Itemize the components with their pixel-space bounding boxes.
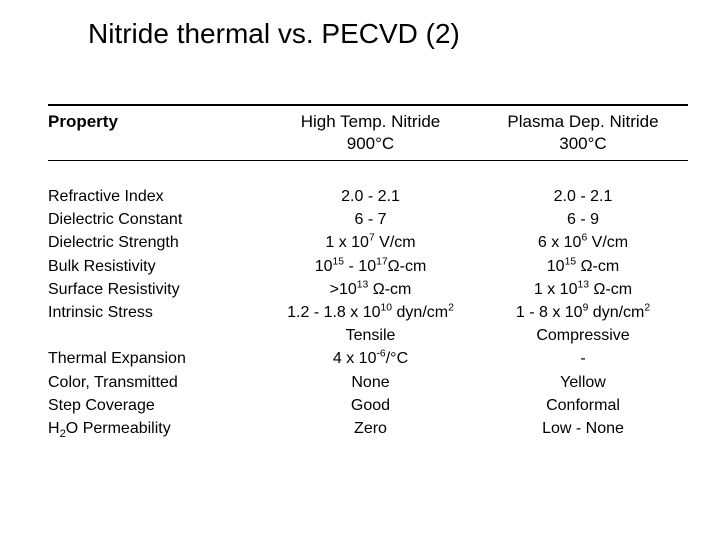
value-cell-a: 6 - 7 bbox=[263, 208, 478, 231]
header-col-a-line1: High Temp. Nitride bbox=[263, 112, 478, 132]
table-row: Intrinsic Stress1.2 - 1.8 x 1010 dyn/cm2… bbox=[48, 301, 688, 324]
value-cell-b: 1015 Ω-cm bbox=[478, 255, 688, 278]
value-cell-a: 4 x 10-6/°C bbox=[263, 347, 478, 370]
property-cell: Bulk Resistivity bbox=[48, 255, 263, 278]
rule-top bbox=[48, 104, 688, 106]
property-cell: Refractive Index bbox=[48, 185, 263, 208]
table-body-section-1: Refractive Index2.0 - 2.12.0 - 2.1Dielec… bbox=[48, 185, 688, 324]
table-row: Step CoverageGoodConformal bbox=[48, 394, 688, 417]
stress-type-b: Compressive bbox=[478, 324, 688, 347]
value-cell-b: 2.0 - 2.1 bbox=[478, 185, 688, 208]
header-property-label: Property bbox=[48, 112, 263, 132]
table-header-subrow: 900°C 300°C bbox=[48, 134, 688, 158]
table-row: Refractive Index2.0 - 2.12.0 - 2.1 bbox=[48, 185, 688, 208]
value-cell-a: Good bbox=[263, 394, 478, 417]
property-cell: H2O Permeability bbox=[48, 417, 263, 440]
header-col-a-line2: 900°C bbox=[263, 134, 478, 154]
stress-type-row: Tensile Compressive bbox=[48, 324, 688, 347]
value-cell-b: Low - None bbox=[478, 417, 688, 440]
table-row: Surface Resistivity>1013 Ω-cm1 x 1013 Ω-… bbox=[48, 278, 688, 301]
property-cell: Thermal Expansion bbox=[48, 347, 263, 370]
value-cell-a: Zero bbox=[263, 417, 478, 440]
table-row: Dielectric Constant6 - 76 - 9 bbox=[48, 208, 688, 231]
value-cell-a: 2.0 - 2.1 bbox=[263, 185, 478, 208]
value-cell-b: 1 - 8 x 109 dyn/cm2 bbox=[478, 301, 688, 324]
table-body-section-2: Thermal Expansion4 x 10-6/°C-Color, Tran… bbox=[48, 347, 688, 440]
table-row: H2O PermeabilityZeroLow - None bbox=[48, 417, 688, 440]
property-cell: Surface Resistivity bbox=[48, 278, 263, 301]
value-cell-a: None bbox=[263, 371, 478, 394]
property-cell: Dielectric Strength bbox=[48, 231, 263, 254]
value-cell-a: 1015 - 1017Ω-cm bbox=[263, 255, 478, 278]
rule-mid bbox=[48, 160, 688, 161]
value-cell-b: 6 x 106 V/cm bbox=[478, 231, 688, 254]
header-col-b-line2: 300°C bbox=[478, 134, 688, 154]
table-row: Dielectric Strength1 x 107 V/cm6 x 106 V… bbox=[48, 231, 688, 254]
table-row: Color, TransmittedNoneYellow bbox=[48, 371, 688, 394]
table-header-row: Property High Temp. Nitride Plasma Dep. … bbox=[48, 110, 688, 134]
value-cell-a: 1.2 - 1.8 x 1010 dyn/cm2 bbox=[263, 301, 478, 324]
comparison-table: Property High Temp. Nitride Plasma Dep. … bbox=[48, 104, 688, 440]
table-row: Bulk Resistivity1015 - 1017Ω-cm1015 Ω-cm bbox=[48, 255, 688, 278]
property-cell: Color, Transmitted bbox=[48, 371, 263, 394]
value-cell-b: Conformal bbox=[478, 394, 688, 417]
value-cell-a: >1013 Ω-cm bbox=[263, 278, 478, 301]
value-cell-b: 1 x 1013 Ω-cm bbox=[478, 278, 688, 301]
value-cell-b: Yellow bbox=[478, 371, 688, 394]
value-cell-b: - bbox=[478, 347, 688, 370]
value-cell-a: 1 x 107 V/cm bbox=[263, 231, 478, 254]
page-title: Nitride thermal vs. PECVD (2) bbox=[88, 18, 460, 50]
header-col-b-line1: Plasma Dep. Nitride bbox=[478, 112, 688, 132]
table-row: Thermal Expansion4 x 10-6/°C- bbox=[48, 347, 688, 370]
stress-type-a: Tensile bbox=[263, 324, 478, 347]
property-cell: Intrinsic Stress bbox=[48, 301, 263, 324]
value-cell-b: 6 - 9 bbox=[478, 208, 688, 231]
property-cell: Step Coverage bbox=[48, 394, 263, 417]
property-cell: Dielectric Constant bbox=[48, 208, 263, 231]
